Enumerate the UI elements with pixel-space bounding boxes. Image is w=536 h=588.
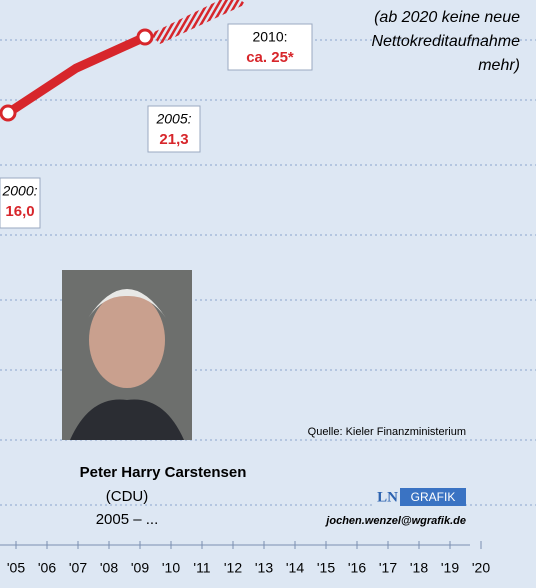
point-year: 2005:: [155, 111, 191, 127]
source: Quelle: Kieler Finanzministerium: [308, 426, 466, 438]
annotation: mehr): [478, 57, 520, 74]
x-tick-label: '15: [317, 560, 335, 576]
point-year: 2010:: [252, 29, 287, 45]
x-tick-label: '20: [472, 560, 490, 576]
x-tick-label: '05: [7, 560, 25, 576]
point-year: 2000:: [1, 183, 37, 199]
x-tick-label: '09: [131, 560, 149, 576]
chart: Peter Harry Carstensen (CDU) 2005 – ... …: [0, 0, 536, 588]
logo-tag: GRAFIK: [411, 490, 456, 504]
x-tick-label: '07: [69, 560, 87, 576]
data-point: [1, 106, 15, 120]
annotation: (ab 2020 keine neue: [374, 9, 520, 26]
point-value: 21,3: [159, 131, 188, 148]
portrait-party: (CDU): [106, 488, 149, 505]
annotation: Nettokreditaufnahme: [371, 33, 520, 50]
x-tick-label: '16: [348, 560, 366, 576]
x-tick-label: '11: [193, 560, 210, 576]
credit-email: jochen.wenzel@wgrafik.de: [324, 515, 466, 527]
x-tick-label: '17: [379, 560, 397, 576]
portrait-face: [89, 292, 165, 388]
point-value: ca. 25*: [246, 49, 294, 66]
x-tick-label: '08: [100, 560, 118, 576]
x-tick-label: '06: [38, 560, 56, 576]
x-tick-label: '19: [441, 560, 459, 576]
data-point: [138, 30, 152, 44]
x-tick-label: '10: [162, 560, 180, 576]
page: Peter Harry Carstensen (CDU) 2005 – ... …: [0, 0, 536, 588]
data-line: [8, 37, 145, 113]
portrait-term: 2005 – ...: [96, 511, 159, 528]
x-tick-label: '12: [224, 560, 242, 576]
logo: LN: [377, 489, 398, 505]
point-value: 16,0: [5, 203, 34, 220]
portrait-name: Peter Harry Carstensen: [80, 464, 247, 481]
x-tick-label: '18: [410, 560, 428, 576]
x-tick-label: '13: [255, 560, 273, 576]
x-tick-label: '14: [286, 560, 304, 576]
